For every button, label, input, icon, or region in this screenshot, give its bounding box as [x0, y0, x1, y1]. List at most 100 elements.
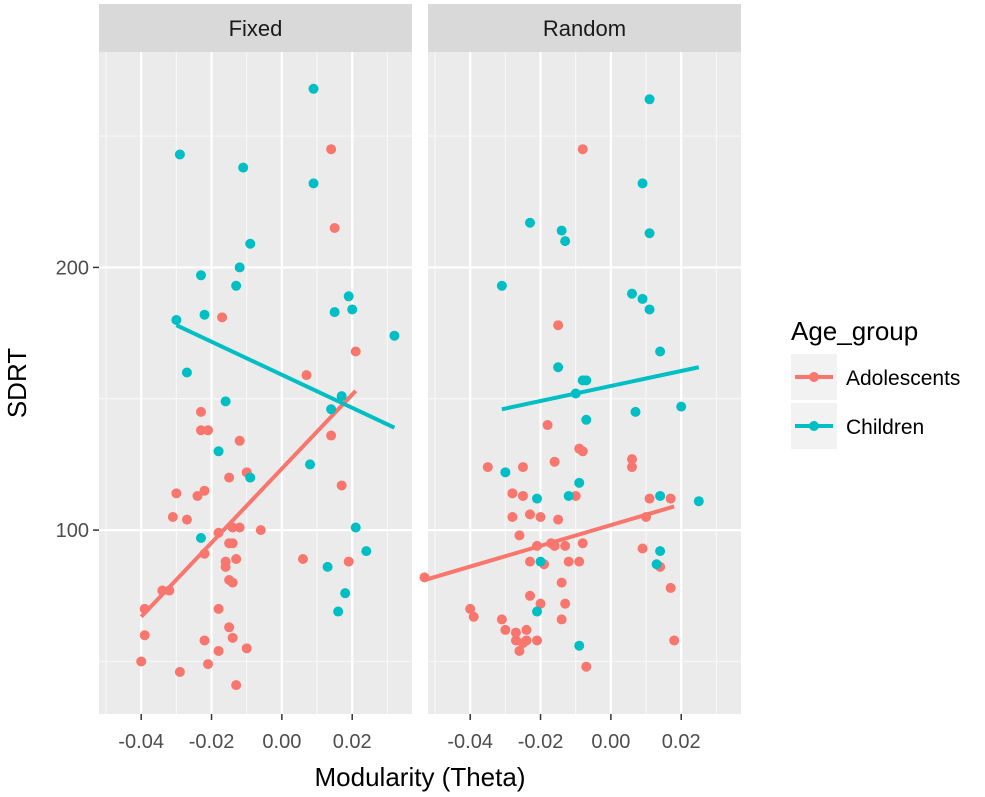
point-adolescents	[465, 603, 476, 614]
point-adolescents	[524, 556, 535, 567]
point-adolescents	[164, 585, 175, 596]
legend-label: Adolescents	[846, 367, 960, 390]
point-children	[581, 414, 592, 425]
legend-key-point	[809, 372, 819, 382]
point-adolescents	[192, 490, 203, 501]
point-adolescents	[560, 598, 571, 609]
point-adolescents	[549, 540, 560, 551]
point-adolescents	[517, 462, 528, 473]
grid-lines	[428, 52, 741, 714]
x-tick-label: 0.02	[333, 731, 372, 753]
x-tick-label: -0.04	[118, 731, 164, 753]
point-adolescents	[220, 561, 231, 572]
point-adolescents	[326, 144, 337, 155]
legend-item-children: Children	[791, 403, 924, 449]
point-adolescents	[517, 490, 528, 501]
point-adolescents	[157, 585, 168, 596]
point-adolescents	[419, 572, 430, 583]
point-children	[322, 561, 333, 572]
point-children	[556, 225, 567, 236]
x-tick-label: -0.04	[447, 731, 493, 753]
point-children	[574, 640, 585, 651]
strip-title: Random	[543, 16, 626, 41]
point-adolescents	[174, 666, 185, 677]
point-children	[644, 304, 655, 315]
point-adolescents	[507, 511, 518, 522]
point-adolescents	[626, 462, 637, 473]
strip-title: Fixed	[229, 16, 283, 41]
point-adolescents	[213, 527, 224, 538]
point-adolescents	[231, 554, 242, 565]
point-children	[231, 280, 242, 291]
point-children	[560, 236, 571, 247]
point-adolescents	[535, 511, 546, 522]
point-adolescents	[560, 540, 571, 551]
point-children	[305, 459, 316, 470]
point-adolescents	[626, 454, 637, 465]
point-adolescents	[577, 446, 588, 457]
point-adolescents	[496, 614, 507, 625]
point-children	[655, 546, 666, 557]
panel-fixed: Fixed -0.04 -0.02 0.00 0.02	[99, 4, 412, 753]
grid-lines	[99, 52, 412, 714]
point-adolescents	[224, 622, 235, 633]
x-axis-ticks: -0.04 -0.02 0.00 0.02	[447, 714, 701, 753]
point-adolescents	[139, 603, 150, 614]
point-adolescents	[577, 538, 588, 549]
point-adolescents	[217, 312, 228, 323]
point-adolescents	[336, 480, 347, 491]
point-children	[199, 309, 210, 320]
point-adolescents	[241, 643, 252, 654]
point-adolescents	[139, 630, 150, 641]
point-adolescents	[669, 635, 680, 646]
point-children	[626, 288, 637, 299]
point-adolescents	[665, 493, 676, 504]
point-children	[238, 162, 249, 173]
point-adolescents	[203, 425, 214, 436]
point-children	[553, 362, 564, 373]
x-axis-title: Modularity (Theta)	[315, 762, 526, 792]
point-children	[676, 401, 687, 412]
point-adolescents	[181, 514, 192, 525]
point-children	[174, 149, 185, 160]
point-adolescents	[570, 490, 581, 501]
point-adolescents	[224, 472, 235, 483]
y-axis-ticks: 100 200	[56, 257, 99, 542]
x-tick-label: 0.00	[262, 731, 301, 753]
point-children	[195, 270, 206, 281]
point-children	[361, 546, 372, 557]
point-children	[329, 307, 340, 318]
point-adolescents	[514, 645, 525, 656]
point-adolescents	[535, 598, 546, 609]
point-children	[535, 556, 546, 567]
point-children	[630, 406, 641, 417]
point-adolescents	[255, 525, 266, 536]
point-children	[570, 388, 581, 399]
point-adolescents	[203, 659, 214, 670]
point-adolescents	[532, 635, 543, 646]
point-adolescents	[553, 514, 564, 525]
point-adolescents	[524, 509, 535, 520]
point-adolescents	[468, 611, 479, 622]
legend: Age_group Adolescents Children	[791, 316, 960, 449]
point-children	[350, 522, 361, 533]
point-children	[213, 446, 224, 457]
point-adolescents	[556, 577, 567, 588]
point-adolescents	[510, 627, 521, 638]
point-children	[637, 178, 648, 189]
strip-background	[428, 4, 741, 52]
legend-item-adolescents: Adolescents	[791, 354, 960, 400]
point-adolescents	[507, 488, 518, 499]
point-adolescents	[553, 320, 564, 331]
point-adolescents	[213, 603, 224, 614]
point-adolescents	[326, 430, 337, 441]
point-adolescents	[532, 540, 543, 551]
point-adolescents	[195, 406, 206, 417]
point-children	[245, 238, 256, 249]
point-children	[245, 472, 256, 483]
point-adolescents	[641, 511, 652, 522]
legend-key-point	[809, 421, 819, 431]
point-children	[644, 228, 655, 239]
point-adolescents	[171, 488, 182, 499]
